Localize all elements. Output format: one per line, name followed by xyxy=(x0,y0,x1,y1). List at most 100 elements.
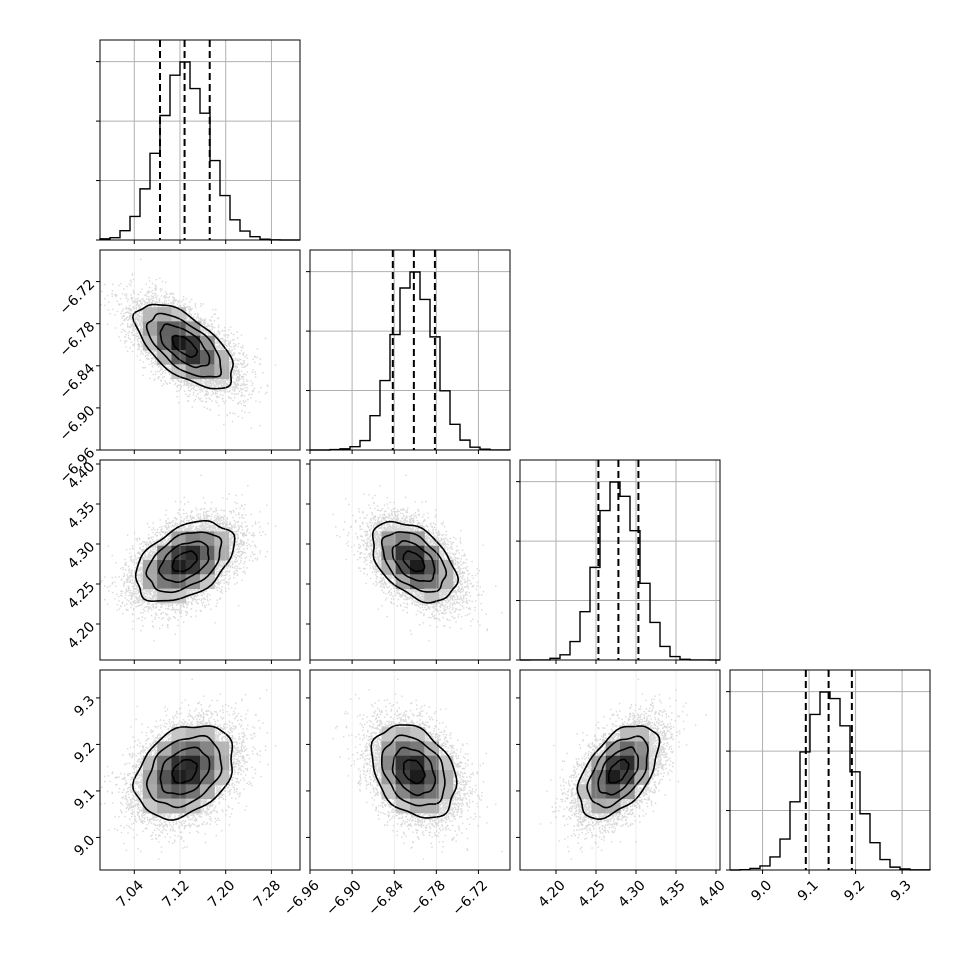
axes-frame xyxy=(729,669,931,871)
x-tick-label-2-1: 4.25 xyxy=(575,877,608,910)
density-cell xyxy=(438,574,454,590)
density-cell xyxy=(424,574,440,590)
x-tick-label-1-0: −6.96 xyxy=(281,877,323,919)
density-cell xyxy=(605,755,621,771)
y-tick-label-1-2: −6.84 xyxy=(57,361,99,403)
density-cell xyxy=(157,321,172,337)
y-tick-label-3-0: 9.0 xyxy=(71,832,98,859)
density-cell xyxy=(171,727,187,742)
density-cell xyxy=(634,727,650,742)
density-cell xyxy=(591,755,607,771)
density-cell xyxy=(395,545,411,561)
density-cell xyxy=(157,350,172,365)
density-cell xyxy=(200,727,215,742)
density-cell xyxy=(185,350,201,365)
x-tick-label-3-1: 9.1 xyxy=(795,877,822,904)
x-tick-label-3-3: 9.3 xyxy=(888,877,915,904)
density-cell xyxy=(171,531,187,547)
panel-content xyxy=(332,460,503,660)
density-cell xyxy=(410,770,425,785)
density-cell xyxy=(395,741,411,757)
axes-frame xyxy=(519,669,721,871)
contour-2 xyxy=(159,746,211,796)
x-tick-label-0-1: 7.12 xyxy=(159,877,192,910)
density-cell xyxy=(200,755,215,771)
density-cell xyxy=(200,364,215,380)
histogram-panel-1 xyxy=(306,249,511,454)
density-cell xyxy=(410,784,425,800)
contour-3 xyxy=(381,734,446,807)
axes-frame xyxy=(99,39,301,241)
density-cell xyxy=(591,784,607,800)
density-cell xyxy=(142,755,158,771)
axes-frame xyxy=(99,669,301,871)
panel-content xyxy=(100,670,277,870)
density-cell xyxy=(438,560,454,575)
density-cell xyxy=(424,545,440,561)
x-tick-label-3-0: 9.0 xyxy=(748,877,775,904)
density-cell xyxy=(381,741,397,757)
density-cell xyxy=(424,798,440,814)
axes-frame xyxy=(309,669,511,871)
density-cell xyxy=(157,770,172,785)
density-cell xyxy=(185,560,201,575)
contour-4 xyxy=(131,303,235,390)
contour-1 xyxy=(402,759,426,785)
panel-content xyxy=(100,460,277,660)
density-cell xyxy=(424,784,440,800)
density-cell xyxy=(185,727,201,742)
contour-4 xyxy=(576,725,661,821)
contour-1 xyxy=(607,758,630,784)
contour-4 xyxy=(131,725,234,821)
scatter-panel-3-2 xyxy=(516,669,721,874)
x-tick-label-2-0: 4.20 xyxy=(535,877,568,910)
x-tick-label-2-3: 4.35 xyxy=(655,877,688,910)
density-cell xyxy=(381,727,397,742)
y-tick-label-3-3: 9.3 xyxy=(71,693,98,720)
density-cell xyxy=(605,784,621,800)
histogram-step-line xyxy=(520,481,720,661)
panel-content xyxy=(539,670,717,870)
scatter-panel-1-0 xyxy=(96,249,301,454)
y-tick-label-1-3: −6.78 xyxy=(57,319,99,361)
contour-1 xyxy=(171,334,199,358)
scatter-panel-2-1 xyxy=(306,459,511,664)
density-cell xyxy=(200,741,215,757)
density-cell xyxy=(214,770,230,785)
density-cell xyxy=(185,335,201,351)
x-tick-label-0-3: 7.28 xyxy=(251,877,284,910)
contour-3 xyxy=(380,531,448,593)
density-cell xyxy=(171,784,187,800)
density-cell xyxy=(381,531,397,547)
x-tick-label-0-2: 7.20 xyxy=(205,877,238,910)
contour-2 xyxy=(159,323,211,369)
axes-frame xyxy=(309,249,511,451)
y-tick-label-1-1: −6.90 xyxy=(57,403,99,445)
contour-1 xyxy=(402,550,426,573)
x-tick-label-2-4: 4.40 xyxy=(695,877,728,910)
histogram-step-line xyxy=(99,61,300,241)
x-tick-label-1-4: −6.72 xyxy=(449,877,491,919)
density-cell xyxy=(634,741,650,757)
scatter-panel-2-0 xyxy=(96,459,301,664)
axes-frame xyxy=(519,459,721,661)
density-cell xyxy=(438,770,454,785)
contour-3 xyxy=(145,531,223,594)
contour-3 xyxy=(586,735,649,809)
density-cell xyxy=(200,770,215,785)
density-cell xyxy=(200,784,215,800)
axes-frame xyxy=(309,459,511,661)
panel-content xyxy=(100,250,277,450)
contour-4 xyxy=(134,519,236,603)
density-cell xyxy=(381,770,397,785)
density-cell xyxy=(185,741,201,757)
contour-2 xyxy=(597,746,639,796)
y-tick-label-2-3: 4.35 xyxy=(65,499,98,532)
density-cell xyxy=(395,784,411,800)
x-tick-label-2-2: 4.30 xyxy=(615,877,648,910)
density-cell xyxy=(171,798,187,814)
x-tick-label-3-2: 9.2 xyxy=(841,877,868,904)
density-cell xyxy=(185,755,201,771)
density-cell xyxy=(214,531,230,547)
